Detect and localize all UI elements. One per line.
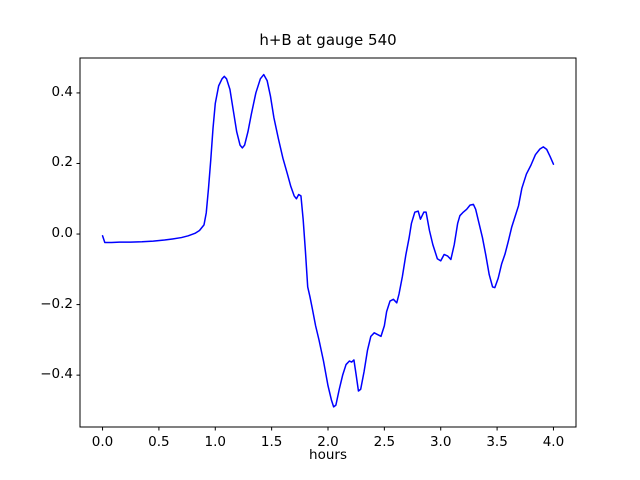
axes-spines <box>79 57 577 428</box>
y-tick-label: −0.2 <box>40 295 73 312</box>
chart-title: h+B at gauge 540 <box>259 31 397 49</box>
x-tick-label: 2.0 <box>317 434 339 450</box>
x-tick-label: 1.5 <box>260 434 283 450</box>
x-tick-label: 0.5 <box>148 434 170 450</box>
x-tick-label: 3.0 <box>429 434 452 450</box>
x-tick-label: 2.5 <box>373 434 396 450</box>
data-line <box>101 73 555 408</box>
x-tick-label: 1.0 <box>204 434 226 450</box>
tick-marks <box>76 92 554 431</box>
y-tick-label: 0.4 <box>51 83 73 100</box>
y-tick-label: −0.4 <box>40 366 73 383</box>
x-tick-label: 0.0 <box>91 434 114 450</box>
x-tick-label: 3.5 <box>486 434 508 450</box>
y-tick-label: 0.2 <box>51 154 73 171</box>
y-tick-label: 0.0 <box>51 225 73 242</box>
x-tick-label: 4.0 <box>542 434 565 450</box>
x-axis-label: hours <box>309 447 347 463</box>
